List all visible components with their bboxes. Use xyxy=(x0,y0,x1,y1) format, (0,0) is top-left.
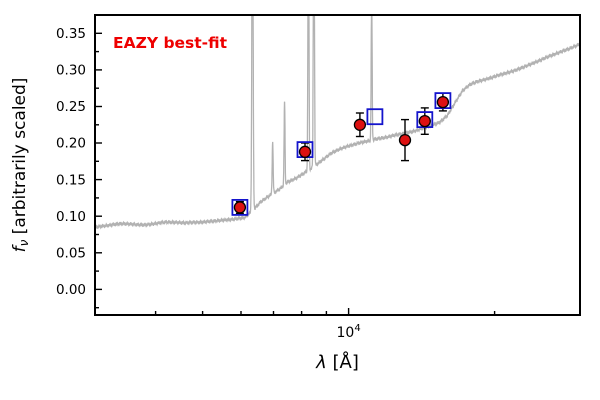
y-tick-label: 0.30 xyxy=(56,63,86,79)
axes-frame xyxy=(94,14,581,316)
y-tick-label: 0.15 xyxy=(56,172,86,188)
y-tick-label: 0.25 xyxy=(56,99,86,115)
filled-circle-marker xyxy=(398,133,412,147)
filled-circle-marker xyxy=(436,95,450,109)
open-square-marker xyxy=(366,108,384,126)
observed-photometry-markers xyxy=(233,95,450,214)
y-tick-label: 0.05 xyxy=(56,246,86,262)
y-axis-label: fν [arbitrarily scaled] xyxy=(10,78,31,253)
y-tick-label: 0.20 xyxy=(56,136,86,152)
annotation-eazy-best-fit: EAZY best-fit xyxy=(113,34,228,52)
filled-circle-marker xyxy=(353,118,367,131)
x-axis-label: λ [Å] xyxy=(315,351,359,373)
filled-circle-marker xyxy=(418,114,431,128)
y-tick-label: 0.10 xyxy=(56,209,86,225)
model-spectrum-line xyxy=(95,15,580,230)
open-square-marker xyxy=(231,198,249,216)
y-tick-label: 0.00 xyxy=(56,282,86,298)
filled-circle-marker xyxy=(233,201,247,214)
filled-circle-marker xyxy=(298,145,312,158)
axis-ticks xyxy=(95,32,496,315)
y-tick-label: 0.35 xyxy=(56,26,86,42)
